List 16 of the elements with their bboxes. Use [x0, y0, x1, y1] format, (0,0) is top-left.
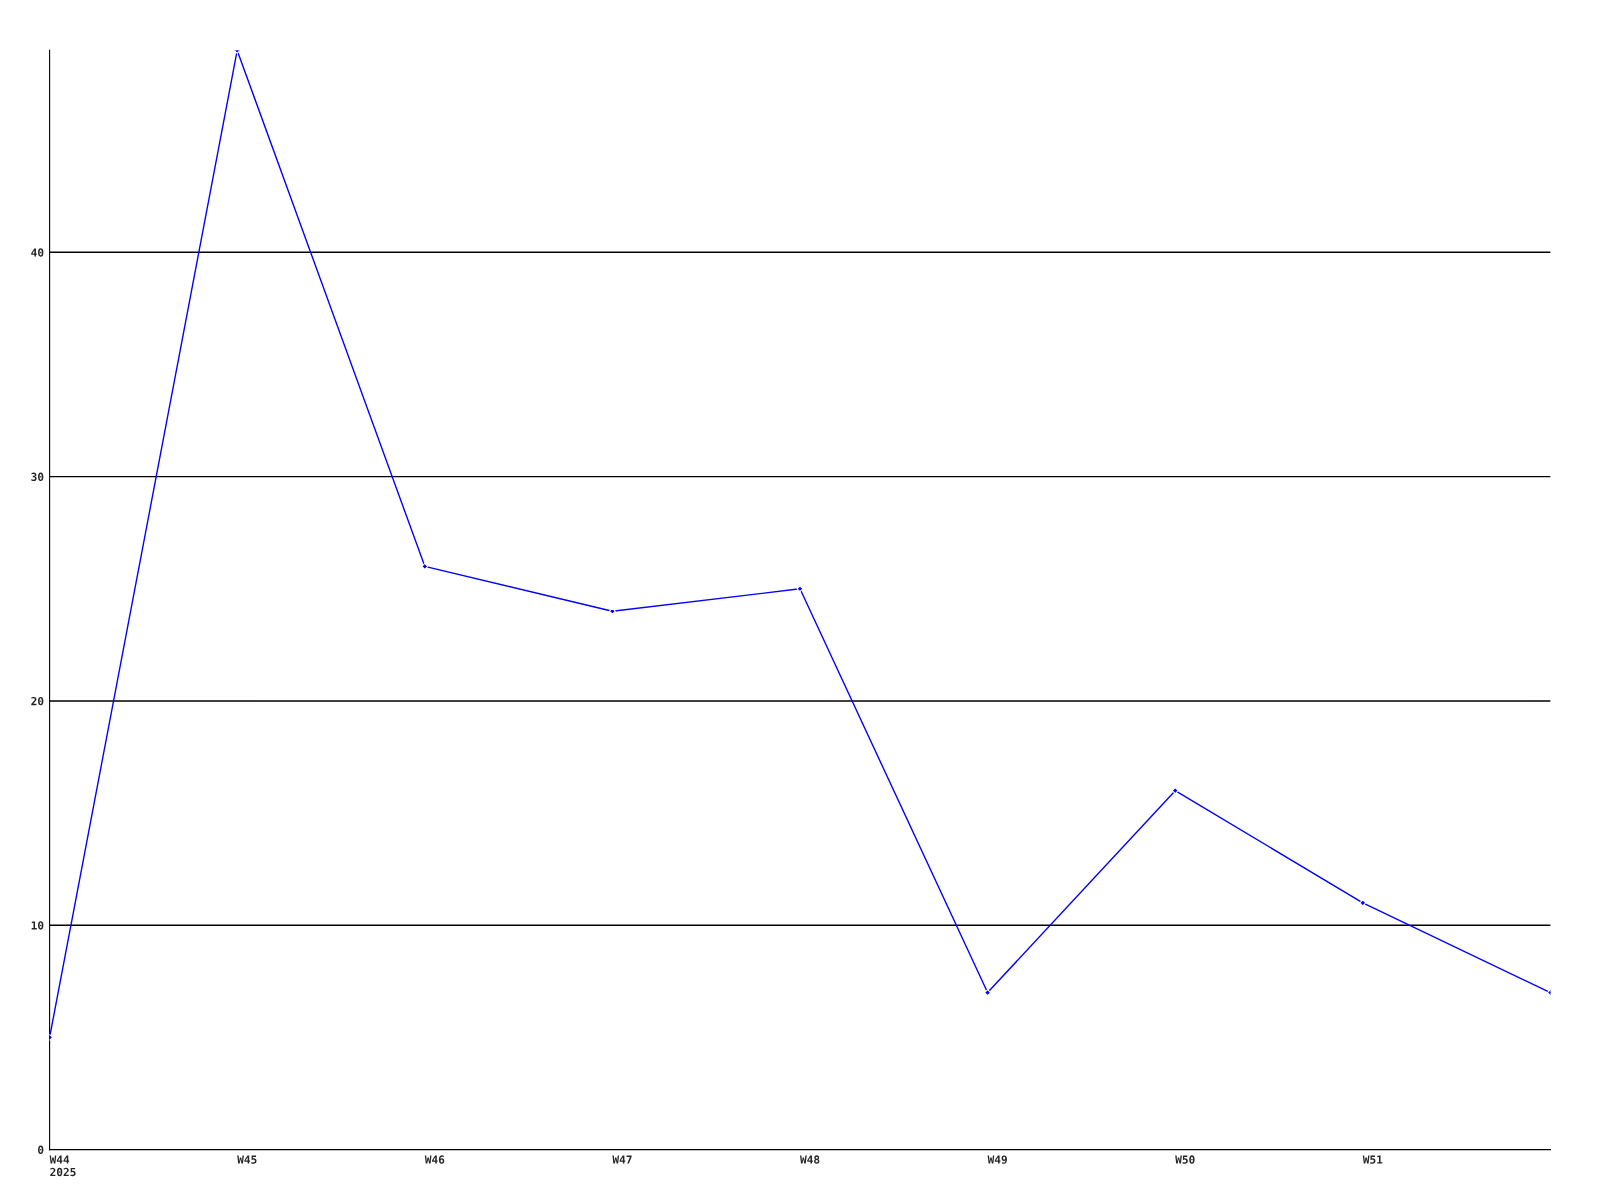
x-tick-label: W48 — [800, 1155, 820, 1164]
point — [1359, 899, 1367, 907]
y-tick-label: 20 — [31, 696, 44, 706]
x-tick-label: W51 — [1362, 1155, 1383, 1164]
point — [1171, 787, 1179, 795]
x-tick-label: W46 — [424, 1155, 445, 1164]
point — [421, 562, 429, 570]
x-tick-label: W45 — [237, 1155, 257, 1164]
x-tick-label: W47 — [612, 1155, 632, 1164]
x-tick-label: W50 — [1175, 1155, 1195, 1164]
y-tick-label: 40 — [31, 248, 44, 257]
y-tick-label: 30 — [31, 472, 44, 481]
y-tick-label: 10 — [31, 921, 44, 930]
x-tick-label: W49 — [987, 1155, 1007, 1164]
x-tick-label: W44 2025 — [49, 1155, 76, 1177]
y-tick-label: 0 — [38, 1145, 44, 1154]
